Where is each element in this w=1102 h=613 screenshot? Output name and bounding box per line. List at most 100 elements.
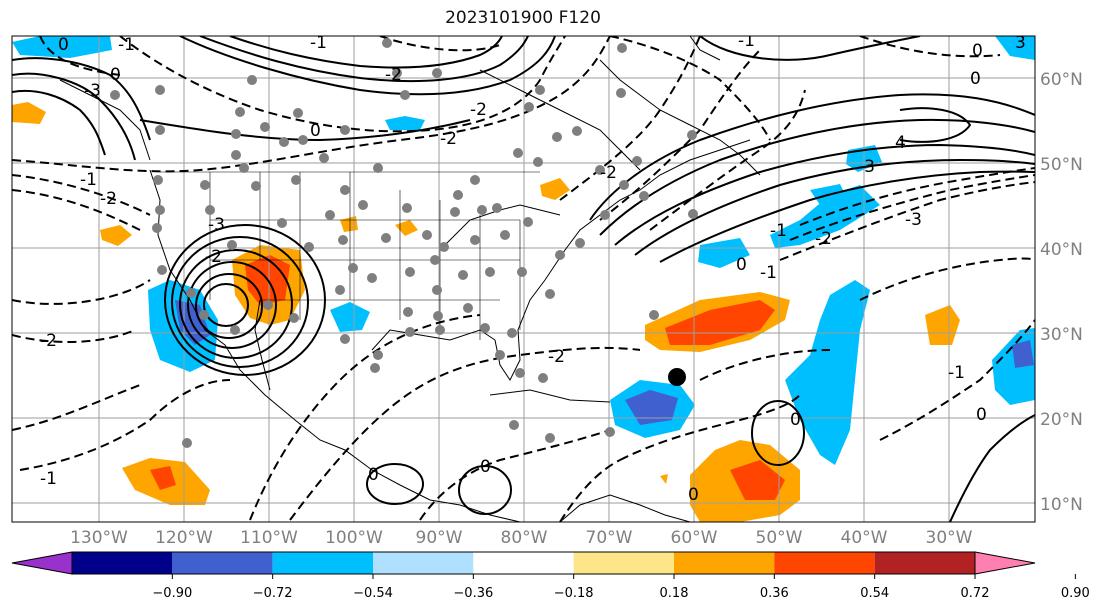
colorbar-segment <box>72 552 173 574</box>
contours-positive <box>12 36 1035 522</box>
contours-negative <box>12 36 1035 522</box>
contour-label: -2 <box>815 229 832 249</box>
fill-region <box>625 390 678 425</box>
contour-label: -2 <box>600 163 617 183</box>
colorbar-segment <box>674 552 775 574</box>
colorbar: −0.90 −0.72 −0.54 −0.36 −0.18 0.18 0.36 0.54 0.7… <box>11 551 1090 601</box>
colorbar-tick-label: −0.36 <box>453 586 493 601</box>
lon-label: 60°W <box>671 528 718 548</box>
contour-label: -2 <box>40 331 57 351</box>
contour-label: -1 <box>770 221 787 241</box>
fill-region <box>785 280 870 465</box>
lat-label: 20°N <box>1040 410 1083 430</box>
lon-label: 110°W <box>240 528 298 548</box>
chart-title: 2023101900 F120 <box>445 8 601 28</box>
colorbar-segment <box>573 552 674 574</box>
contour-label: 0 <box>58 35 69 55</box>
contour-label: -3 <box>84 81 101 101</box>
fill-region <box>1012 340 1034 368</box>
contour-label: -2 <box>470 100 487 120</box>
fill-region <box>730 460 785 500</box>
map-frame <box>11 35 1036 523</box>
lon-label: 80°W <box>501 528 548 548</box>
fill-region <box>150 466 176 490</box>
contour-label: -1 <box>760 263 777 283</box>
lon-label: 50°W <box>756 528 803 548</box>
fill-region <box>660 474 668 484</box>
contour-label: 0 <box>110 65 121 85</box>
fill-region <box>995 36 1035 60</box>
lon-label: 40°W <box>841 528 888 548</box>
contour-label: -2 <box>548 347 565 367</box>
colorbar-segment <box>774 552 875 574</box>
fill-region <box>770 185 880 248</box>
colorbar-arrow-left <box>11 551 73 575</box>
contour-labels: 0 -1 -3 0 -1 -2 -1 -2 0 -2 -2 -2 -2 -1 -… <box>40 31 1026 505</box>
contour-label: -2 <box>100 189 117 209</box>
lat-label: 60°N <box>1040 70 1083 90</box>
contour-label: 0 <box>736 255 747 275</box>
colorbar-outline <box>71 551 976 575</box>
contour-label: -1 <box>310 33 327 53</box>
fill-region <box>540 178 570 200</box>
contour-label: -2 <box>205 247 222 267</box>
fill-region <box>100 225 132 246</box>
map-panel: 0 -1 -3 0 -1 -2 -1 -2 0 -2 -2 -2 -2 -1 -… <box>12 31 1035 522</box>
contour-label: -3 <box>858 157 875 177</box>
colorbar-tick-label: −0.72 <box>253 586 293 601</box>
fill-region <box>12 102 46 124</box>
contour-label: -1 <box>738 31 755 51</box>
lon-label: 130°W <box>70 528 128 548</box>
contour-label: -1 <box>118 35 135 55</box>
colorbar-segment <box>373 552 474 574</box>
contour-label: 0 <box>368 465 379 485</box>
fill-region <box>395 220 418 236</box>
lon-label: 90°W <box>416 528 463 548</box>
colorbar-tick-label: −0.18 <box>554 586 594 601</box>
lat-label: 50°N <box>1040 155 1083 175</box>
contour-label: 0 <box>688 485 699 505</box>
contour-label: 0 <box>972 41 983 61</box>
colorbar-tick-label: −0.54 <box>353 586 393 601</box>
contour-label: -1 <box>40 469 57 489</box>
contour-label: 3 <box>1015 33 1026 53</box>
colorbar-segment <box>172 552 273 574</box>
contour-label: 0 <box>976 405 987 425</box>
fill-region <box>665 300 775 345</box>
fill-region <box>12 36 112 58</box>
lat-label: 10°N <box>1040 495 1083 515</box>
latitude-labels: 10°N 20°N 30°N 40°N 50°N 60°N <box>1040 70 1083 515</box>
contour-label: 0 <box>790 410 801 430</box>
contour-label: 0 <box>310 121 321 141</box>
colorbar-tick-label: 0.18 <box>660 586 689 601</box>
contour-label: -3 <box>905 210 922 230</box>
colorbar-tick-label: 0.36 <box>760 586 789 601</box>
graticule <box>12 36 1035 522</box>
contour-label: -2 <box>440 129 457 149</box>
colorbar-arrow-right <box>974 551 1036 575</box>
contour-label: -1 <box>948 363 965 383</box>
colorbar-segment <box>473 552 574 574</box>
lat-label: 30°N <box>1040 325 1083 345</box>
lat-label: 40°N <box>1040 240 1083 260</box>
state-borders <box>160 171 540 340</box>
colorbar-segment <box>874 552 975 574</box>
colorbar-tick-label: 0.54 <box>860 586 889 601</box>
contour-label: -2 <box>385 65 402 85</box>
fill-region <box>385 116 425 130</box>
colorbar-tick-label: 0.72 <box>961 586 990 601</box>
colorbar-tick-label: −0.90 <box>152 586 192 601</box>
station-markers <box>110 38 698 448</box>
longitude-labels: 130°W 120°W 110°W 100°W 90°W 80°W 70°W 6… <box>70 528 973 548</box>
colorbar-tick-label: 0.90 <box>1061 586 1090 601</box>
contour-label: 0 <box>480 457 491 477</box>
fill-region <box>698 238 750 268</box>
contour-label: 0 <box>970 69 981 89</box>
contour-label: -1 <box>80 170 97 190</box>
fill-region <box>330 302 370 332</box>
lon-label: 120°W <box>155 528 213 548</box>
colorbar-segment <box>272 552 373 574</box>
lon-label: 70°W <box>586 528 633 548</box>
lon-label: 100°W <box>325 528 383 548</box>
